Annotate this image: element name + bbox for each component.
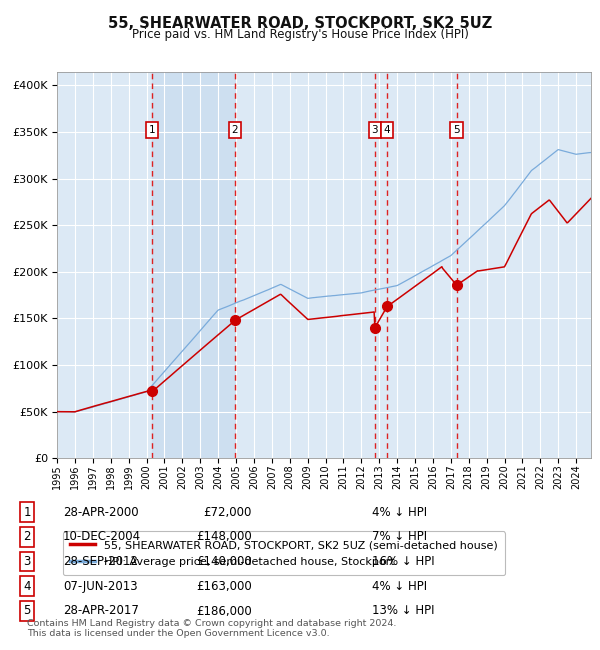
Bar [152,72,235,458]
Text: £163,000: £163,000 [196,580,252,593]
Text: Price paid vs. HM Land Registry's House Price Index (HPI): Price paid vs. HM Land Registry's House … [131,28,469,41]
Text: 28-APR-2000: 28-APR-2000 [63,506,139,519]
Text: £148,000: £148,000 [196,530,252,543]
Text: 4: 4 [23,580,31,593]
Text: Contains HM Land Registry data © Crown copyright and database right 2024.
This d: Contains HM Land Registry data © Crown c… [27,619,397,638]
Text: 4: 4 [384,125,391,135]
Text: 3: 3 [23,555,31,568]
Text: 5: 5 [23,604,31,617]
Text: 7% ↓ HPI: 7% ↓ HPI [372,530,427,543]
Legend: 55, SHEARWATER ROAD, STOCKPORT, SK2 5UZ (semi-detached house), HPI: Average pric: 55, SHEARWATER ROAD, STOCKPORT, SK2 5UZ … [62,532,505,575]
Text: 4% ↓ HPI: 4% ↓ HPI [372,506,427,519]
Text: 1: 1 [149,125,155,135]
Text: £186,000: £186,000 [196,604,252,617]
Text: 5: 5 [453,125,460,135]
Text: 28-APR-2017: 28-APR-2017 [63,604,139,617]
Text: 2: 2 [232,125,238,135]
Text: 4% ↓ HPI: 4% ↓ HPI [372,580,427,593]
Text: 2: 2 [23,530,31,543]
Text: 07-JUN-2013: 07-JUN-2013 [63,580,137,593]
Text: £72,000: £72,000 [203,506,252,519]
Text: 16% ↓ HPI: 16% ↓ HPI [372,555,434,568]
Text: 55, SHEARWATER ROAD, STOCKPORT, SK2 5UZ: 55, SHEARWATER ROAD, STOCKPORT, SK2 5UZ [108,16,492,31]
Text: £140,000: £140,000 [196,555,252,568]
Text: 13% ↓ HPI: 13% ↓ HPI [372,604,434,617]
Text: 1: 1 [23,506,31,519]
Text: 10-DEC-2004: 10-DEC-2004 [63,530,141,543]
Text: 3: 3 [371,125,378,135]
Text: 28-SEP-2012: 28-SEP-2012 [63,555,138,568]
